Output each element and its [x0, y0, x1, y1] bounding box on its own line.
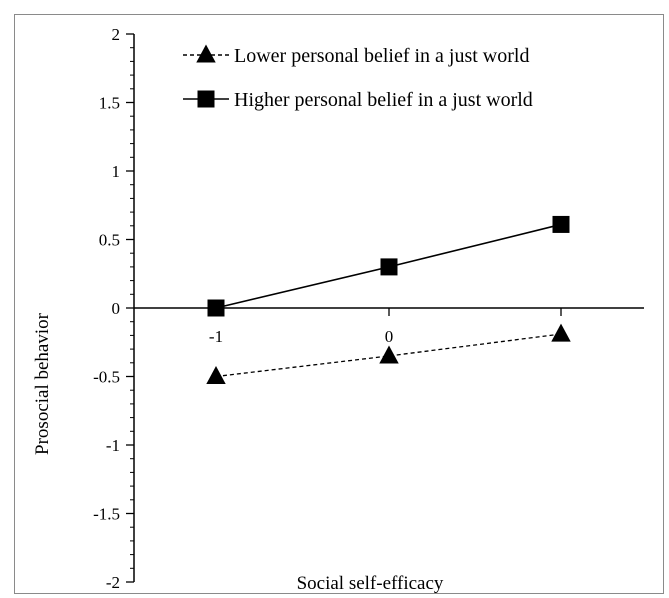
y-tick-label: 0: [112, 299, 121, 318]
y-tick-label: -1.5: [93, 505, 120, 524]
y-tick-label: -0.5: [93, 368, 120, 387]
x-tick-label: 0: [385, 327, 394, 346]
legend-marker: [197, 90, 215, 108]
y-ticks: -2 -1.5 -1 -0.5 0 0.5 1 1.5 2: [93, 25, 134, 592]
series-line: [215, 333, 562, 378]
chart-frame: [14, 14, 664, 594]
y-tick-label: 1: [112, 162, 121, 181]
legend-item: Higher personal belief in a just world: [183, 89, 533, 111]
data-point: [551, 323, 571, 342]
legend-marker: [196, 44, 216, 63]
legend: Lower personal belief in a just world Hig…: [183, 44, 533, 111]
data-point: [552, 215, 570, 233]
x-tick-label: -1: [209, 327, 223, 346]
y-tick-label: -1: [106, 436, 120, 455]
y-tick-label: 2: [112, 25, 121, 44]
y-axis-label: Prosocial behavior: [32, 312, 53, 455]
y-tick-label: 1.5: [99, 94, 120, 113]
series-higher: [207, 215, 570, 317]
series-lower: [206, 323, 571, 385]
data-point: [379, 345, 399, 364]
axes: -2 -1.5 -1 -0.5 0 0.5 1 1.5 2 -1 0: [93, 25, 644, 592]
data-point: [206, 366, 226, 385]
y-tick-label: 0.5: [99, 231, 120, 250]
legend-item: Lower personal belief in a just world: [183, 44, 529, 67]
y-tick-label: -2: [106, 573, 120, 592]
legend-label: Higher personal belief in a just world: [234, 89, 533, 111]
legend-label: Lower personal belief in a just world: [234, 45, 529, 67]
series-layer: [206, 215, 571, 385]
data-point: [207, 299, 225, 317]
data-point: [380, 258, 398, 276]
x-axis-label: Social self-efficacy: [297, 573, 444, 594]
